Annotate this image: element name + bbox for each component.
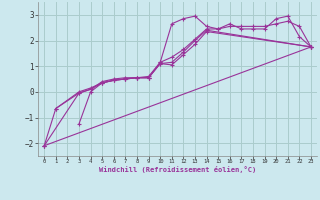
X-axis label: Windchill (Refroidissement éolien,°C): Windchill (Refroidissement éolien,°C) [99,166,256,173]
